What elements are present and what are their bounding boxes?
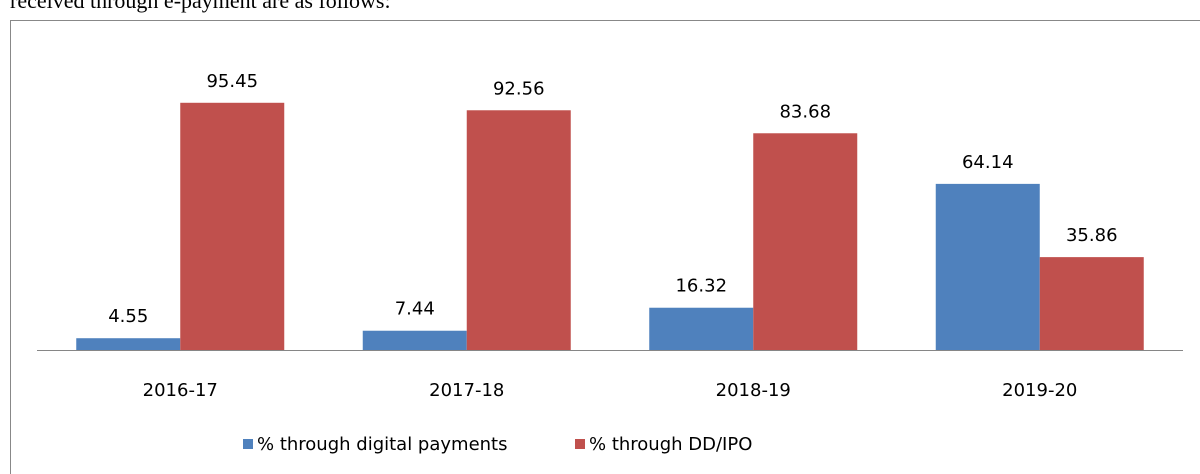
bar	[649, 307, 754, 350]
bar	[935, 183, 1040, 350]
data-label: 35.86	[1066, 225, 1118, 246]
bar	[1039, 257, 1144, 350]
legend-label: % through digital payments	[257, 434, 508, 455]
bar	[180, 102, 285, 350]
data-label: 16.32	[675, 276, 727, 297]
x-tick-label: 2017-18	[429, 380, 504, 401]
legend-swatch	[575, 439, 585, 449]
data-label: 64.14	[962, 152, 1014, 173]
bar	[362, 330, 467, 350]
data-label: 7.44	[395, 299, 435, 320]
x-tick-label: 2018-19	[716, 380, 791, 401]
data-label: 4.55	[108, 306, 148, 327]
x-tick-label: 2019-20	[1002, 380, 1077, 401]
data-label: 83.68	[779, 101, 831, 122]
caption: received through e-payment are as follow…	[10, 0, 391, 13]
legend-label: % through DD/IPO	[589, 434, 752, 455]
data-label: 92.56	[493, 78, 545, 99]
bar	[753, 133, 858, 350]
bar	[76, 338, 181, 350]
bar	[466, 110, 571, 351]
x-tick-label: 2016-17	[143, 380, 218, 401]
chart-frame	[10, 20, 1200, 474]
legend-swatch	[243, 439, 253, 449]
data-label: 95.45	[206, 71, 258, 92]
